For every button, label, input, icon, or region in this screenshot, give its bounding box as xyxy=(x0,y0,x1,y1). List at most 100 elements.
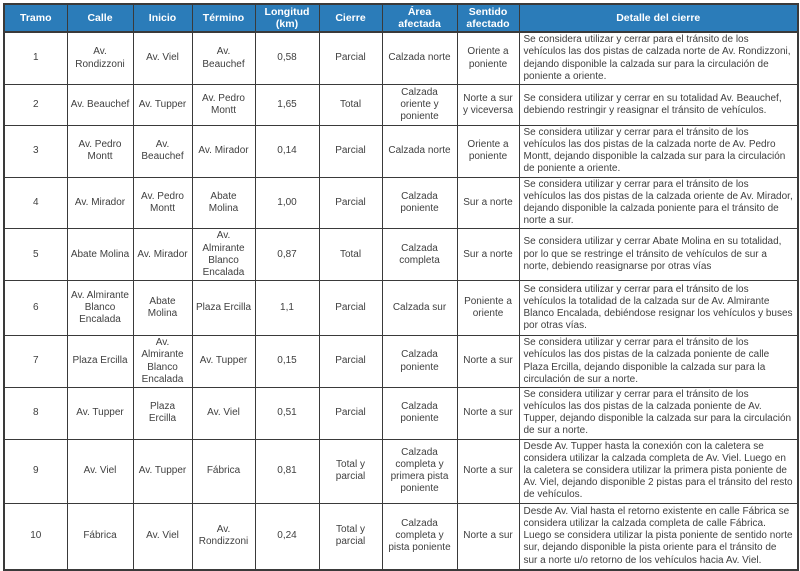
table-row: 8 Av. Tupper Plaza Ercilla Av. Viel 0,51… xyxy=(3,386,799,440)
table-row: 10 Fábrica Av. Viel Av. Rondizzoni 0,24 … xyxy=(3,502,799,571)
cell-tramo: 8 xyxy=(3,386,68,440)
cell-calle: Av. Almirante Blanco Encalada xyxy=(66,280,134,337)
cell-longitud: 1,00 xyxy=(254,176,320,230)
cell-cierre: Total y parcial xyxy=(318,502,383,571)
cell-sentido-afectado: Norte a sur xyxy=(456,386,520,440)
table-row: 1 Av. Rondizzoni Av. Viel Av. Beauchef 0… xyxy=(3,31,799,85)
cell-tramo: 6 xyxy=(3,280,68,337)
header-inicio: Inicio xyxy=(132,3,193,34)
cell-inicio: Plaza Ercilla xyxy=(132,386,193,440)
cell-detalle: Desde Av. Tupper hasta la conexión con l… xyxy=(518,438,799,504)
header-calle: Calle xyxy=(66,3,134,34)
cell-inicio: Av. Beauchef xyxy=(132,124,193,178)
cell-longitud: 1,1 xyxy=(254,280,320,337)
cell-area-afectada: Calzada poniente xyxy=(381,176,458,230)
cell-detalle: Se considera utilizar y cerrar en su tot… xyxy=(518,83,799,126)
cell-area-afectada: Calzada poniente xyxy=(381,386,458,440)
cell-termino: Av. Beauchef xyxy=(191,31,256,85)
cell-calle: Av. Rondizzoni xyxy=(66,31,134,85)
cell-tramo: 9 xyxy=(3,438,68,504)
cell-tramo: 7 xyxy=(3,335,68,388)
cell-termino: Av. Viel xyxy=(191,386,256,440)
cell-longitud: 0,24 xyxy=(254,502,320,571)
cell-termino: Av. Pedro Montt xyxy=(191,83,256,126)
header-cierre: Cierre xyxy=(318,3,383,34)
cell-tramo: 5 xyxy=(3,228,68,282)
cell-area-afectada: Calzada sur xyxy=(381,280,458,337)
cell-sentido-afectado: Sur a norte xyxy=(456,176,520,230)
cell-tramo: 2 xyxy=(3,83,68,126)
cell-inicio: Av. Viel xyxy=(132,31,193,85)
table-row: 6 Av. Almirante Blanco Encalada Abate Mo… xyxy=(3,280,799,337)
header-termino: Término xyxy=(191,3,256,34)
cell-longitud: 0,87 xyxy=(254,228,320,282)
cell-termino: Av. Almirante Blanco Encalada xyxy=(191,228,256,282)
cell-termino: Av. Mirador xyxy=(191,124,256,178)
cell-sentido-afectado: Poniente a oriente xyxy=(456,280,520,337)
table-row: 9 Av. Viel Av. Tupper Fábrica 0,81 Total… xyxy=(3,438,799,504)
cell-inicio: Av. Viel xyxy=(132,502,193,571)
cell-calle: Av. Beauchef xyxy=(66,83,134,126)
cell-longitud: 0,15 xyxy=(254,335,320,388)
header-row: Tramo Calle Inicio Término Longitud (km)… xyxy=(3,3,799,34)
cell-calle: Av. Viel xyxy=(66,438,134,504)
cell-cierre: Parcial xyxy=(318,31,383,85)
cell-detalle: Se considera utilizar y cerrar Abate Mol… xyxy=(518,228,799,282)
cell-cierre: Parcial xyxy=(318,176,383,230)
cell-tramo: 10 xyxy=(3,502,68,571)
cell-termino: Plaza Ercilla xyxy=(191,280,256,337)
cell-cierre: Parcial xyxy=(318,124,383,178)
cell-cierre: Parcial xyxy=(318,335,383,388)
header-sentido-afectado: Sentido afectado xyxy=(456,3,520,34)
cell-termino: Av. Tupper xyxy=(191,335,256,388)
cell-sentido-afectado: Oriente a poniente xyxy=(456,124,520,178)
header-longitud: Longitud (km) xyxy=(254,3,320,34)
cell-detalle: Se considera utilizar y cerrar para el t… xyxy=(518,124,799,178)
cell-calle: Av. Pedro Montt xyxy=(66,124,134,178)
cell-longitud: 0,51 xyxy=(254,386,320,440)
table-row: 7 Plaza Ercilla Av. Almirante Blanco Enc… xyxy=(3,335,799,388)
cell-termino: Av. Rondizzoni xyxy=(191,502,256,571)
cell-detalle: Se considera utilizar y cerrar para el t… xyxy=(518,335,799,388)
cell-tramo: 1 xyxy=(3,31,68,85)
cell-sentido-afectado: Norte a sur xyxy=(456,438,520,504)
document-page: Tramo Calle Inicio Término Longitud (km)… xyxy=(3,3,799,571)
cell-cierre: Total xyxy=(318,83,383,126)
table-row: 2 Av. Beauchef Av. Tupper Av. Pedro Mont… xyxy=(3,83,799,126)
cell-cierre: Total xyxy=(318,228,383,282)
cell-calle: Plaza Ercilla xyxy=(66,335,134,388)
cell-termino: Abate Molina xyxy=(191,176,256,230)
cell-detalle: Se considera utilizar y cerrar para el t… xyxy=(518,31,799,85)
cell-longitud: 0,58 xyxy=(254,31,320,85)
cell-area-afectada: Calzada completa xyxy=(381,228,458,282)
table-row: 5 Abate Molina Av. Mirador Av. Almirante… xyxy=(3,228,799,282)
cell-inicio: Av. Tupper xyxy=(132,438,193,504)
cell-longitud: 1,65 xyxy=(254,83,320,126)
cell-sentido-afectado: Sur a norte xyxy=(456,228,520,282)
cell-termino: Fábrica xyxy=(191,438,256,504)
cell-area-afectada: Calzada completa y pista poniente xyxy=(381,502,458,571)
cell-sentido-afectado: Norte a sur xyxy=(456,502,520,571)
cell-inicio: Av. Pedro Montt xyxy=(132,176,193,230)
cell-area-afectada: Calzada poniente xyxy=(381,335,458,388)
cell-cierre: Total y parcial xyxy=(318,438,383,504)
cell-cierre: Parcial xyxy=(318,280,383,337)
cell-area-afectada: Calzada norte xyxy=(381,31,458,85)
cell-longitud: 0,81 xyxy=(254,438,320,504)
cell-sentido-afectado: Norte a sur xyxy=(456,335,520,388)
cell-sentido-afectado: Oriente a poniente xyxy=(456,31,520,85)
cell-inicio: Av. Tupper xyxy=(132,83,193,126)
cell-inicio: Av. Mirador xyxy=(132,228,193,282)
cell-sentido-afectado: Norte a sur y viceversa xyxy=(456,83,520,126)
cell-area-afectada: Calzada norte xyxy=(381,124,458,178)
cell-tramo: 3 xyxy=(3,124,68,178)
cell-calle: Av. Tupper xyxy=(66,386,134,440)
cell-detalle: Desde Av. Vial hasta el retorno existent… xyxy=(518,502,799,571)
cell-calle: Av. Mirador xyxy=(66,176,134,230)
cell-calle: Abate Molina xyxy=(66,228,134,282)
cell-longitud: 0,14 xyxy=(254,124,320,178)
cell-calle: Fábrica xyxy=(66,502,134,571)
header-detalle-del-cierre: Detalle del cierre xyxy=(518,3,799,34)
cell-area-afectada: Calzada completa y primera pista ponient… xyxy=(381,438,458,504)
cell-inicio: Av. Almirante Blanco Encalada xyxy=(132,335,193,388)
